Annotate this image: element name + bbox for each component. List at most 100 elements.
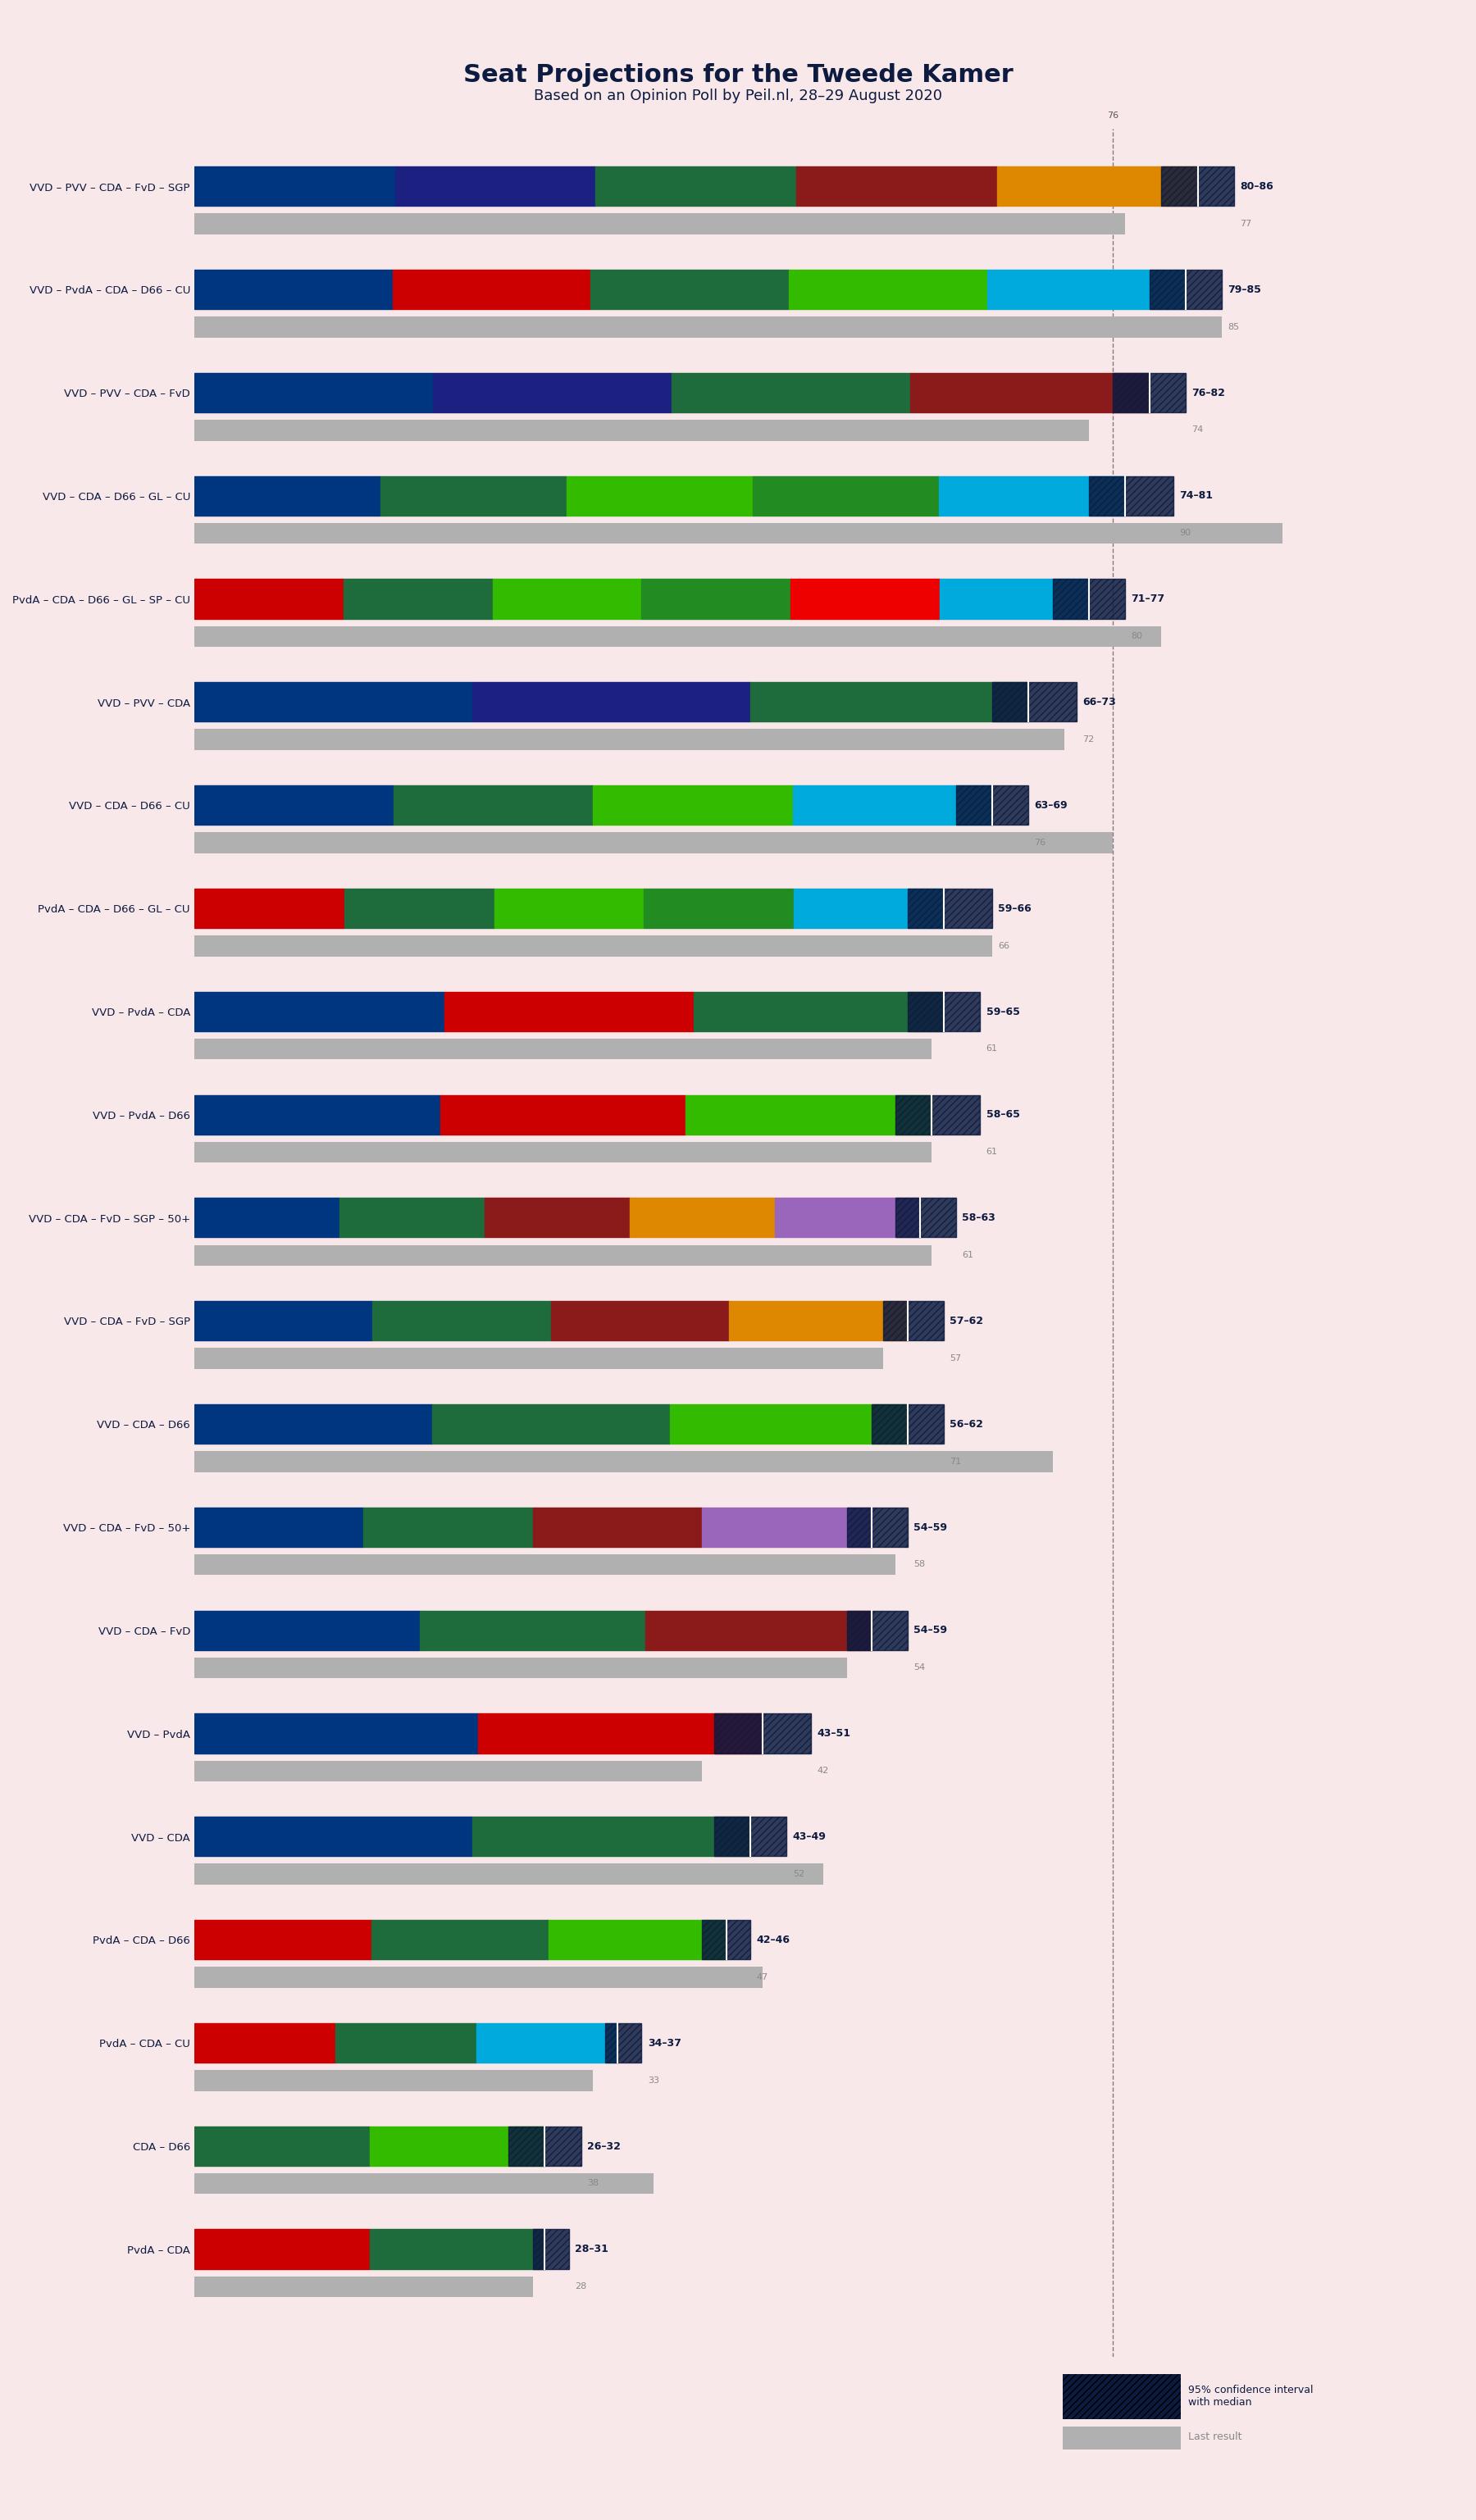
Bar [987,270,1185,310]
Bar [369,2230,545,2268]
Text: 76–82: 76–82 [1191,388,1225,398]
Text: 54–59: 54–59 [914,1522,948,1532]
Bar [195,1817,472,1857]
Bar [703,1920,750,1961]
Text: 33: 33 [648,2076,660,2084]
Bar [590,270,790,310]
Bar [195,2230,369,2268]
Text: 57: 57 [951,1353,961,1363]
Bar [472,1817,750,1857]
Text: 54–59: 54–59 [914,1625,948,1635]
Bar [686,1094,931,1134]
Text: 58–63: 58–63 [962,1212,995,1222]
Bar [908,890,992,927]
Bar [847,1507,908,1547]
Bar [672,373,911,413]
Bar [195,1197,339,1237]
Text: 63–69: 63–69 [1035,799,1067,811]
Text: Last result: Last result [1188,2432,1241,2442]
Bar [847,1610,908,1651]
Bar [195,993,444,1031]
Bar [195,522,1283,544]
Text: 61: 61 [986,1149,998,1157]
Bar [396,166,596,207]
Text: 38: 38 [587,2180,599,2187]
Bar [195,166,396,207]
Bar [883,1300,943,1341]
Bar [335,2024,477,2061]
Bar [195,1714,478,1754]
Text: 26–32: 26–32 [587,2142,621,2152]
Bar [195,1038,931,1058]
Text: 58–65: 58–65 [986,1109,1020,1119]
Bar [1113,373,1185,413]
Text: 28: 28 [576,2283,587,2291]
Text: 34–37: 34–37 [648,2039,680,2049]
Bar [992,683,1077,721]
Bar [753,476,939,517]
Bar [533,2230,570,2268]
Bar [1089,476,1173,517]
Bar [195,728,1064,751]
Text: 43–49: 43–49 [793,1832,827,1842]
Bar [645,1610,871,1651]
Text: 61: 61 [962,1250,974,1260]
Bar [478,1714,763,1754]
Bar [996,166,1197,207]
Text: 56–62: 56–62 [951,1419,983,1429]
Bar [911,373,1150,413]
Text: 95% confidence interval
with median: 95% confidence interval with median [1188,2384,1314,2409]
Bar [694,993,943,1031]
Text: 76: 76 [1035,839,1046,847]
Bar [729,1300,908,1341]
Bar [644,890,794,927]
Bar [195,373,432,413]
Bar [195,476,381,517]
Bar [195,270,393,310]
Bar [195,1761,703,1782]
Bar [195,1610,419,1651]
Bar [509,2127,582,2165]
Text: 57–62: 57–62 [951,1315,983,1326]
Bar [195,1245,931,1265]
Bar [195,1094,440,1134]
Text: 42: 42 [816,1767,828,1774]
Bar [432,1404,670,1444]
Bar [1162,166,1234,207]
Bar [896,1197,956,1237]
Text: 66: 66 [998,942,1010,950]
Text: 28–31: 28–31 [576,2243,608,2255]
Bar [549,1920,726,1961]
Bar [195,625,1162,648]
Bar [195,318,1222,338]
Bar [750,683,1029,721]
Bar [797,166,996,207]
Text: 72: 72 [1083,736,1095,743]
Bar [440,1094,686,1134]
Bar [419,1610,645,1651]
Text: 66–73: 66–73 [1083,698,1116,708]
Bar [339,1197,484,1237]
Text: 61: 61 [986,1046,998,1053]
Text: 43–51: 43–51 [816,1729,850,1739]
Text: 85: 85 [1228,323,1240,330]
Bar [195,1452,1052,1472]
Bar [195,1658,847,1678]
Text: 71–77: 71–77 [1131,595,1165,605]
Bar [794,890,943,927]
Bar [195,1348,883,1368]
Bar [775,1197,920,1237]
Text: 79–85: 79–85 [1228,285,1262,295]
Bar [344,890,494,927]
Bar [195,421,1089,441]
Bar [791,580,940,617]
Bar [363,1507,533,1547]
Bar [195,1507,363,1547]
Bar [195,2127,369,2165]
Bar [793,786,992,824]
Text: Seat Projections for the Tweede Kamer: Seat Projections for the Tweede Kamer [463,63,1013,86]
Bar [908,993,980,1031]
Bar [381,476,567,517]
Bar [195,2276,533,2298]
Text: 74: 74 [1191,426,1203,433]
